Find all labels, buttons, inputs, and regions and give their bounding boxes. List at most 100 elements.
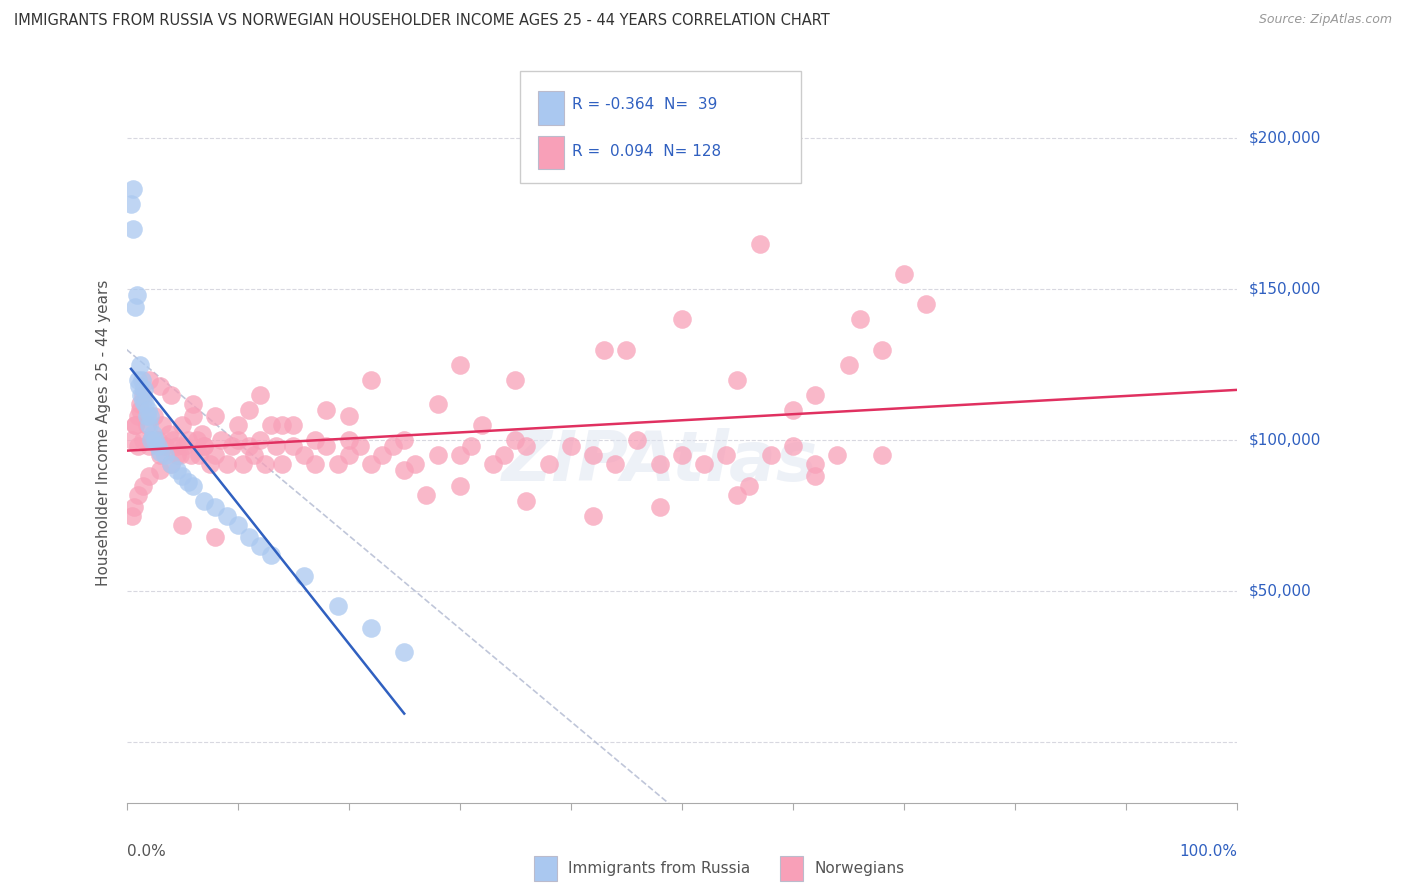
Point xyxy=(737,478,759,492)
Point xyxy=(135,418,157,433)
Point xyxy=(593,343,616,357)
Point xyxy=(166,439,188,453)
Point xyxy=(127,409,149,423)
Point xyxy=(186,433,208,447)
Point xyxy=(138,418,160,433)
Point xyxy=(121,433,143,447)
Point xyxy=(648,500,671,514)
Point xyxy=(132,388,155,402)
Point xyxy=(693,458,716,472)
Point xyxy=(124,418,146,433)
Text: R = -0.364  N=  39: R = -0.364 N= 39 xyxy=(572,97,717,112)
Point xyxy=(804,458,827,472)
Point xyxy=(292,569,315,583)
Point xyxy=(138,373,160,387)
Point xyxy=(160,458,183,472)
Point xyxy=(671,312,693,326)
Point xyxy=(582,508,605,523)
Point xyxy=(394,645,416,659)
Point xyxy=(471,418,494,433)
Point xyxy=(716,448,738,462)
Point xyxy=(449,358,471,372)
Text: Immigrants from Russia: Immigrants from Russia xyxy=(568,862,751,876)
Point xyxy=(404,458,426,472)
Text: $50,000: $50,000 xyxy=(1249,583,1312,599)
Text: Source: ZipAtlas.com: Source: ZipAtlas.com xyxy=(1258,13,1392,27)
Point xyxy=(132,393,155,408)
Point xyxy=(315,439,337,453)
Point xyxy=(187,448,209,462)
Point xyxy=(449,478,471,492)
Point xyxy=(870,448,893,462)
Point xyxy=(360,458,382,472)
Point xyxy=(122,182,145,196)
Point xyxy=(139,409,162,423)
Point xyxy=(281,439,304,453)
Point xyxy=(136,403,159,417)
Point xyxy=(727,487,749,501)
Point xyxy=(238,439,260,453)
Point xyxy=(149,448,172,462)
Point xyxy=(292,448,315,462)
Point xyxy=(582,448,605,462)
Point xyxy=(160,458,183,472)
Text: $150,000: $150,000 xyxy=(1249,282,1320,296)
Point xyxy=(132,433,155,447)
Point xyxy=(626,433,648,447)
Point xyxy=(146,439,169,453)
Point xyxy=(503,373,526,387)
Point xyxy=(138,439,160,453)
Point xyxy=(249,388,271,402)
Point xyxy=(122,221,145,235)
Point xyxy=(827,448,849,462)
Point xyxy=(870,343,893,357)
Point xyxy=(537,458,560,472)
Point xyxy=(449,448,471,462)
Text: IMMIGRANTS FROM RUSSIA VS NORWEGIAN HOUSEHOLDER INCOME AGES 25 - 44 YEARS CORREL: IMMIGRANTS FROM RUSSIA VS NORWEGIAN HOUS… xyxy=(14,13,830,29)
Point xyxy=(238,403,260,417)
Point xyxy=(494,448,516,462)
Point xyxy=(266,439,288,453)
Point xyxy=(382,439,405,453)
Point xyxy=(125,288,148,302)
Point xyxy=(804,388,827,402)
Point xyxy=(180,448,202,462)
Point xyxy=(326,599,349,614)
Point xyxy=(138,469,160,483)
Point xyxy=(120,197,142,211)
Text: ZIPAtlas: ZIPAtlas xyxy=(502,428,818,495)
Point xyxy=(172,517,194,532)
Point xyxy=(804,469,827,483)
Point xyxy=(131,373,153,387)
Point xyxy=(304,458,326,472)
Point xyxy=(134,397,156,411)
Text: $200,000: $200,000 xyxy=(1249,130,1320,145)
Text: R =  0.094  N= 128: R = 0.094 N= 128 xyxy=(572,145,721,159)
Point xyxy=(121,508,143,523)
Point xyxy=(162,433,184,447)
Point xyxy=(124,418,146,433)
Point xyxy=(226,517,249,532)
Point xyxy=(191,427,214,442)
Point xyxy=(193,493,215,508)
Point xyxy=(415,487,437,501)
Point xyxy=(271,418,294,433)
Point xyxy=(150,418,173,433)
Point xyxy=(124,500,146,514)
Point xyxy=(155,448,177,462)
Point xyxy=(127,439,149,453)
Text: $100,000: $100,000 xyxy=(1249,433,1320,448)
Point xyxy=(426,448,449,462)
Point xyxy=(157,427,180,442)
Point xyxy=(748,236,770,251)
Point xyxy=(149,378,172,392)
Point xyxy=(232,458,254,472)
Point xyxy=(838,358,860,372)
Point xyxy=(394,433,416,447)
Point xyxy=(426,397,449,411)
Point xyxy=(139,433,162,447)
Point xyxy=(243,448,266,462)
Point xyxy=(127,487,149,501)
Point xyxy=(226,433,249,447)
Point xyxy=(124,300,146,314)
